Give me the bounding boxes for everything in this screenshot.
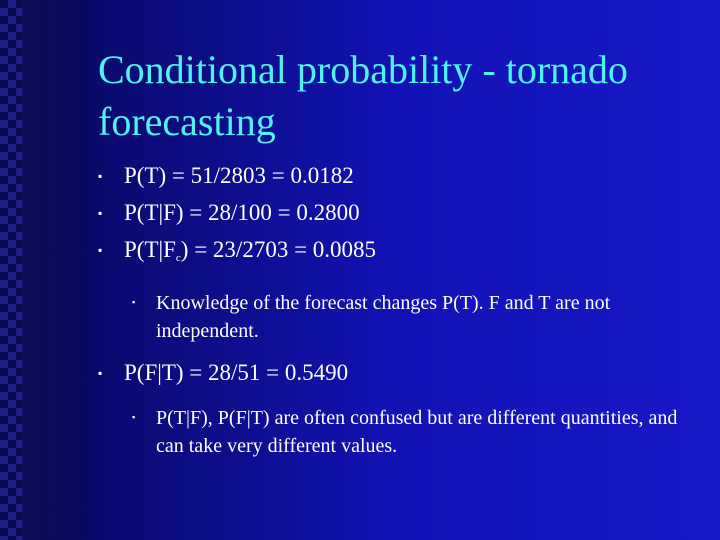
sub-bullet-text: Knowledge of the forecast changes P(T). … xyxy=(156,292,611,342)
square-bullet-icon: ▪ xyxy=(98,169,103,183)
bullet-item-p-t: ▪ P(T) = 51/2803 = 0.0182 xyxy=(98,162,698,190)
square-bullet-icon: ▪ xyxy=(132,297,136,307)
slide-title: Conditional probability - tornado foreca… xyxy=(98,47,628,144)
square-bullet-icon: ▪ xyxy=(132,412,136,422)
bullet-text-part-a: P(T|F xyxy=(124,237,176,262)
bullet-item-p-t-given-fc: ▪ P(T|Fc) = 23/2703 = 0.0085 xyxy=(98,236,698,272)
square-bullet-icon: ▪ xyxy=(98,206,103,220)
edge-shade-decoration xyxy=(22,0,86,540)
bullet-text: P(F|T) = 28/51 = 0.5490 xyxy=(124,360,349,385)
sub-bullet-confusion: ▪ P(T|F), P(F|T) are often confused but … xyxy=(98,404,698,460)
bullet-text: P(T|F) = 28/100 = 0.2800 xyxy=(124,200,360,225)
subscript-c: c xyxy=(175,252,181,264)
bullet-item-p-t-given-f: ▪ P(T|F) = 28/100 = 0.2800 xyxy=(98,199,698,227)
checker-border-decoration xyxy=(0,0,22,540)
bullet-text-part-b: ) = 23/2703 = 0.0085 xyxy=(180,237,377,262)
sub-bullet-text: P(T|F), P(F|T) are often confused but ar… xyxy=(156,407,678,457)
bullet-list: ▪ P(T) = 51/2803 = 0.0182 ▪ P(T|F) = 28/… xyxy=(98,162,698,474)
square-bullet-icon: ▪ xyxy=(98,366,103,380)
sub-bullet-independence: ▪ Knowledge of the forecast changes P(T)… xyxy=(98,289,698,345)
square-bullet-icon: ▪ xyxy=(98,243,103,257)
bullet-item-p-f-given-t: ▪ P(F|T) = 28/51 = 0.5490 xyxy=(98,359,698,387)
bullet-text: P(T) = 51/2803 = 0.0182 xyxy=(124,163,354,188)
